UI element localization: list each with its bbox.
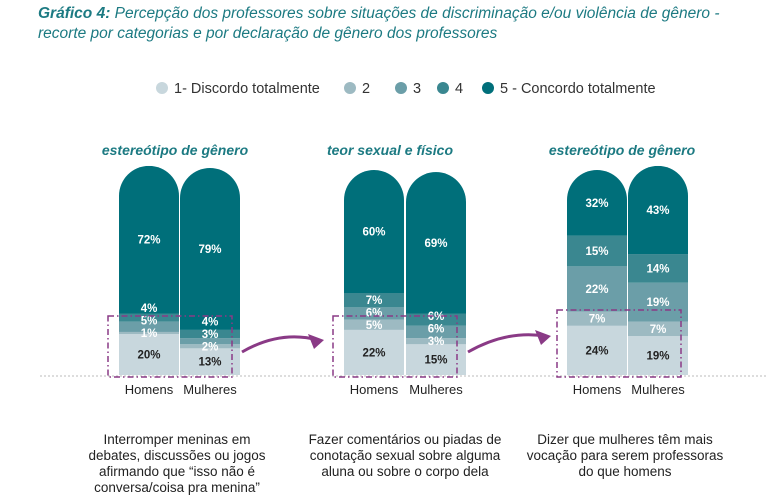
bar-segment: [628, 321, 688, 337]
legend-label: 5 - Concordo totalmente: [500, 81, 656, 97]
group-title: estereótipo de gênero: [549, 142, 696, 158]
data-label: 6%: [366, 307, 383, 319]
highlight-box: [107, 315, 233, 378]
data-label: 2%: [202, 341, 219, 353]
bar-segment: [180, 348, 240, 375]
data-label: 7%: [589, 314, 606, 326]
bar-segment: [628, 282, 688, 322]
arrow-head: [308, 334, 324, 349]
data-label: 19%: [646, 351, 669, 363]
data-label: 43%: [646, 205, 669, 217]
bar-segment: [567, 235, 627, 267]
category-label: Mulheres: [631, 382, 685, 397]
bar-segment: [180, 329, 240, 339]
bar-segment: [406, 172, 466, 314]
data-label: 72%: [137, 235, 160, 247]
data-label: 1%: [141, 328, 158, 340]
arrow: [467, 333, 546, 354]
data-label: 7%: [650, 324, 667, 336]
data-label: 15%: [585, 246, 608, 258]
group-2-description: Fazer comentários ou piadas de conotação…: [308, 432, 502, 479]
data-label: 6%: [428, 311, 445, 323]
chart-title: Gráfico 4: Percepção dos professores sob…: [38, 4, 738, 44]
legend-label: 2: [362, 81, 370, 97]
bar-segment: [119, 321, 179, 332]
category-label: Mulheres: [409, 382, 463, 397]
data-label: 6%: [428, 324, 445, 336]
bar-segment: [119, 165, 179, 314]
arrow-head: [535, 330, 551, 345]
data-label: 3%: [428, 336, 445, 348]
data-label: 4%: [202, 316, 219, 328]
bar-segment: [180, 167, 240, 330]
group-1-description: Interromper meninas em debates, discussõ…: [88, 432, 266, 495]
category-label: Homens: [350, 382, 399, 397]
legend-label: 4: [455, 81, 463, 97]
legend-label: 3: [413, 81, 421, 97]
arrow: [241, 335, 319, 354]
data-label: 7%: [366, 295, 383, 307]
group-3-description: Dizer que mulheres têm mais vocação para…: [526, 432, 724, 479]
data-label: 13%: [198, 357, 221, 369]
bar-segment: [119, 331, 179, 334]
data-label: 5%: [366, 320, 383, 332]
data-label: 79%: [198, 244, 221, 256]
title-prefix: Gráfico 4:: [38, 5, 111, 22]
bar-segment: [628, 254, 688, 283]
data-label: 69%: [424, 238, 447, 250]
data-label: 19%: [646, 297, 669, 309]
data-label: 24%: [585, 345, 608, 357]
legend-marker: [344, 82, 356, 94]
data-label: 20%: [137, 350, 160, 362]
bar-segment: [406, 338, 466, 345]
data-label: 15%: [424, 355, 447, 367]
data-label: 5%: [141, 315, 158, 327]
category-label: Homens: [125, 382, 174, 397]
bar-segment: [406, 344, 466, 375]
legend-marker: [395, 82, 407, 94]
highlight-box: [556, 309, 682, 378]
category-label: Homens: [573, 382, 622, 397]
legend-marker: [437, 82, 449, 94]
bar-segment: [180, 338, 240, 345]
bar-segment: [344, 293, 404, 308]
bar-segment: [344, 329, 404, 375]
bar-segment: [567, 266, 627, 312]
data-label: 4%: [141, 303, 158, 315]
bar-segment: [567, 170, 627, 236]
legend-label: 1- Discordo totalmente: [174, 81, 320, 97]
bar-segment: [628, 165, 688, 255]
bar-segment: [567, 311, 627, 326]
bar-segment: [344, 319, 404, 330]
legend-marker: [156, 82, 168, 94]
highlight-box: [332, 315, 458, 378]
data-label: 22%: [362, 347, 385, 359]
bar-segment: [180, 344, 240, 349]
data-label: 22%: [585, 284, 608, 296]
bar-segment: [119, 313, 179, 322]
data-label: 14%: [646, 263, 669, 275]
category-label: Mulheres: [183, 382, 237, 397]
bar-segment: [567, 325, 627, 375]
data-label: 32%: [585, 198, 608, 210]
title-text: Percepção dos professores sobre situaçõe…: [38, 5, 720, 42]
group-title: estereótipo de gênero: [102, 142, 249, 158]
bar-segment: [119, 334, 179, 375]
bar-segment: [406, 325, 466, 339]
data-label: 3%: [202, 329, 219, 341]
data-label: 60%: [362, 227, 385, 239]
legend-marker: [482, 82, 494, 94]
bar-segment: [344, 170, 404, 293]
bar-segment: [628, 336, 688, 375]
group-title: teor sexual e físico: [327, 142, 454, 158]
